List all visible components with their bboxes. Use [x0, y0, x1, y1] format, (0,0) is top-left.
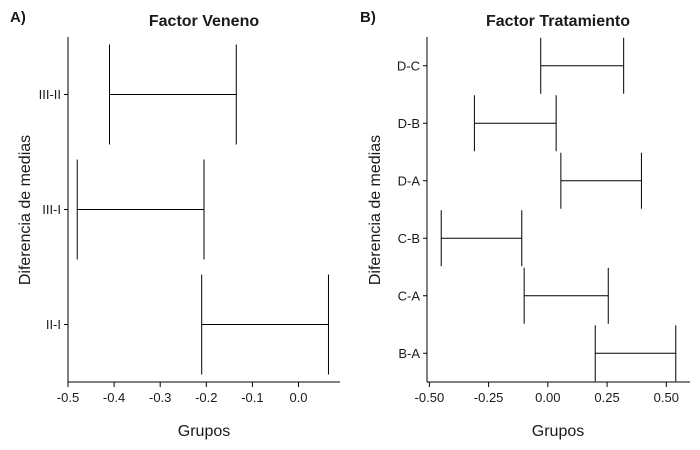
y-tick-label: C-A — [398, 288, 421, 303]
y-axis-title: Diferencia de medias — [367, 135, 384, 285]
interval-B-A — [594, 325, 677, 382]
x-tick-label: 0.50 — [654, 390, 679, 405]
x-tick-label: 0.25 — [594, 390, 619, 405]
y-tick-label: II-I — [46, 317, 61, 332]
y-tick-label: III-II — [39, 87, 61, 102]
x-axis-title: Grupos — [178, 423, 230, 440]
x-tick-label: -0.1 — [241, 390, 263, 405]
x-tick-label: 0.0 — [289, 390, 307, 405]
y-axis-title: Diferencia de medias — [17, 135, 34, 285]
y-tick-label: D-B — [398, 116, 420, 131]
x-tick-label: -0.2 — [195, 390, 217, 405]
panel-factor-tratamiento: B) Factor Tratamiento -0.50 -0.25 0.00 0.25 0.… — [360, 9, 690, 440]
x-tick-label: 0.00 — [535, 390, 560, 405]
x-tick-label: -0.50 — [415, 390, 445, 405]
interval-II-I — [201, 274, 329, 375]
x-tick-label: -0.4 — [103, 390, 125, 405]
interval-C-A — [523, 267, 609, 324]
x-tick-label: -0.5 — [57, 390, 79, 405]
interval-D-C — [540, 37, 625, 94]
y-tick-label: D-C — [397, 58, 420, 73]
x-axis-title: Grupos — [532, 423, 584, 440]
interval-D-A — [560, 152, 642, 209]
chart-title: Factor Veneno — [149, 13, 259, 30]
y-tick-label: D-A — [398, 173, 421, 188]
chart-title: Factor Tratamiento — [486, 13, 630, 30]
y-tick-label: B-A — [398, 346, 420, 361]
y-tick-label: C-B — [398, 231, 420, 246]
panel-factor-veneno: A) Factor Veneno -0.5 -0.4 -0.3 -0.2 -0.1 0.0 II… — [10, 9, 340, 440]
x-tick-label: -0.3 — [149, 390, 171, 405]
interval-C-B — [440, 210, 523, 267]
y-tick-label: III-I — [42, 202, 61, 217]
interval-III-II — [108, 44, 237, 145]
panel-letter: B) — [360, 9, 376, 26]
interval-III-I — [76, 159, 205, 260]
x-tick-label: -0.25 — [474, 390, 504, 405]
interval-D-B — [473, 95, 557, 152]
panel-letter: A) — [10, 9, 26, 26]
